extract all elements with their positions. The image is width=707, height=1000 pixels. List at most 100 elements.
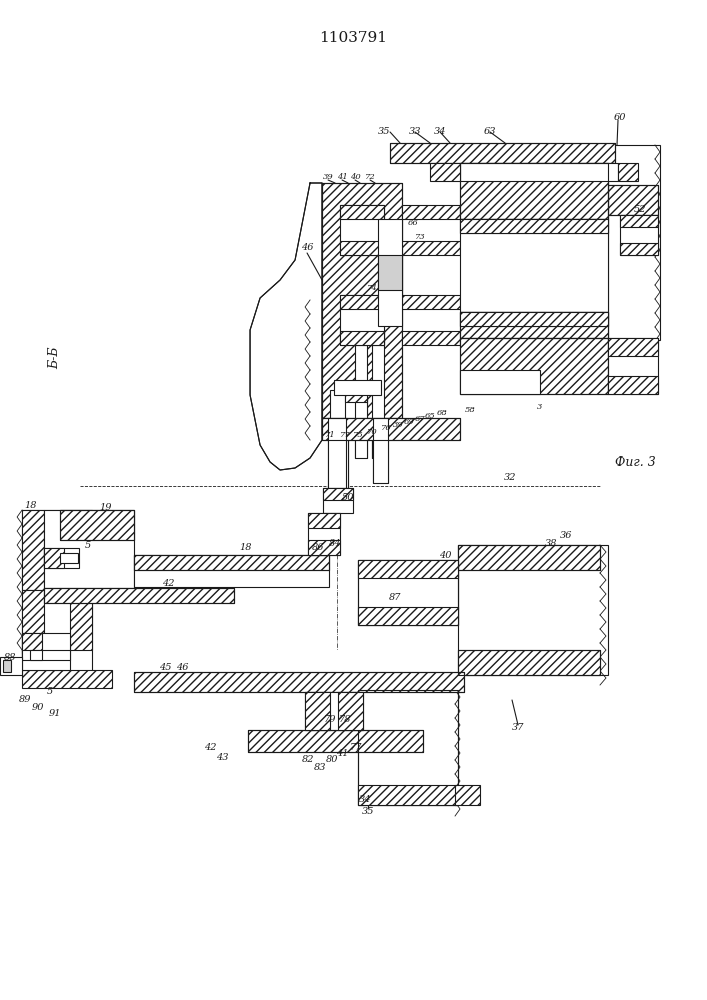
Text: 72: 72 xyxy=(365,173,375,181)
Text: 87: 87 xyxy=(389,593,402,602)
Text: 82: 82 xyxy=(302,756,315,764)
Text: 68: 68 xyxy=(437,409,448,417)
Text: 73: 73 xyxy=(415,233,426,241)
Text: 60: 60 xyxy=(614,113,626,122)
Bar xyxy=(44,510,134,588)
Bar xyxy=(60,510,134,540)
Bar xyxy=(460,312,608,338)
Text: 78: 78 xyxy=(339,716,351,724)
Text: 19: 19 xyxy=(99,504,111,512)
Bar xyxy=(44,548,64,568)
Bar xyxy=(340,205,384,255)
Bar xyxy=(60,510,134,540)
Text: 40: 40 xyxy=(350,173,361,181)
Bar xyxy=(323,488,353,500)
Bar xyxy=(458,545,600,570)
Bar xyxy=(608,338,658,356)
Text: 46: 46 xyxy=(176,664,188,672)
Bar xyxy=(44,588,234,603)
Text: 80: 80 xyxy=(326,756,339,764)
Bar xyxy=(22,590,44,675)
Bar xyxy=(248,730,423,752)
Text: 42: 42 xyxy=(204,744,216,752)
Text: 66: 66 xyxy=(408,219,419,227)
Text: 89: 89 xyxy=(19,696,31,704)
Text: 34: 34 xyxy=(434,127,446,136)
Bar xyxy=(460,163,608,219)
Bar xyxy=(460,219,608,233)
Bar xyxy=(22,510,44,590)
Text: 65: 65 xyxy=(425,412,436,420)
Bar xyxy=(460,338,608,394)
Bar xyxy=(608,145,660,340)
Text: 91: 91 xyxy=(49,708,62,718)
Bar xyxy=(345,390,367,402)
Text: 18: 18 xyxy=(24,500,36,510)
Bar xyxy=(358,690,458,805)
Bar xyxy=(460,370,540,394)
Bar xyxy=(3,660,11,672)
Bar xyxy=(328,418,346,488)
Bar xyxy=(390,143,615,163)
Bar xyxy=(460,219,608,312)
Text: 39: 39 xyxy=(392,421,404,429)
Bar xyxy=(340,331,384,345)
Bar xyxy=(22,633,42,653)
Text: 90: 90 xyxy=(32,704,45,712)
Bar xyxy=(22,670,112,688)
Bar xyxy=(378,255,402,290)
Text: 79: 79 xyxy=(324,716,337,724)
Bar xyxy=(358,560,458,578)
Bar xyxy=(358,785,458,805)
Text: Фиг. 3: Фиг. 3 xyxy=(614,456,655,470)
Text: 35: 35 xyxy=(378,127,390,136)
Bar xyxy=(22,633,70,670)
Bar xyxy=(330,390,348,488)
Text: 67: 67 xyxy=(415,415,426,423)
Bar xyxy=(134,555,329,570)
Bar xyxy=(460,312,608,338)
Bar xyxy=(402,331,460,345)
Bar xyxy=(458,650,600,675)
Text: 39: 39 xyxy=(322,173,334,181)
Bar xyxy=(60,553,78,563)
Bar xyxy=(322,418,460,440)
Bar xyxy=(358,690,458,805)
Bar xyxy=(30,650,42,660)
Bar xyxy=(460,219,608,233)
Bar xyxy=(22,650,70,660)
Text: 35: 35 xyxy=(362,808,374,816)
Text: 5: 5 xyxy=(47,688,53,696)
Bar xyxy=(305,692,330,730)
Bar xyxy=(44,548,79,568)
Text: 36: 36 xyxy=(560,530,573,540)
Bar xyxy=(460,312,608,326)
Text: 71: 71 xyxy=(325,431,335,439)
Text: 74: 74 xyxy=(367,284,378,292)
Bar xyxy=(618,163,638,181)
Text: 86: 86 xyxy=(312,544,325,552)
Text: 40: 40 xyxy=(439,550,451,560)
Text: 88: 88 xyxy=(4,652,16,662)
Bar xyxy=(345,390,367,420)
Text: 77: 77 xyxy=(350,744,362,752)
Bar xyxy=(134,672,464,692)
Text: 3: 3 xyxy=(537,403,543,411)
Bar xyxy=(340,295,384,309)
Bar xyxy=(308,540,340,555)
Bar xyxy=(460,312,608,326)
Polygon shape xyxy=(250,183,322,470)
Text: 69: 69 xyxy=(404,418,414,426)
Bar xyxy=(460,338,608,394)
Bar xyxy=(390,143,615,163)
Bar xyxy=(340,295,384,345)
Bar xyxy=(358,560,458,625)
Text: 70: 70 xyxy=(367,428,378,436)
Bar xyxy=(355,298,367,458)
Text: 46: 46 xyxy=(300,243,313,252)
Bar xyxy=(322,418,460,440)
Text: 38: 38 xyxy=(545,538,558,548)
Bar xyxy=(608,185,658,215)
Text: 41: 41 xyxy=(336,748,349,758)
Bar xyxy=(460,163,608,219)
